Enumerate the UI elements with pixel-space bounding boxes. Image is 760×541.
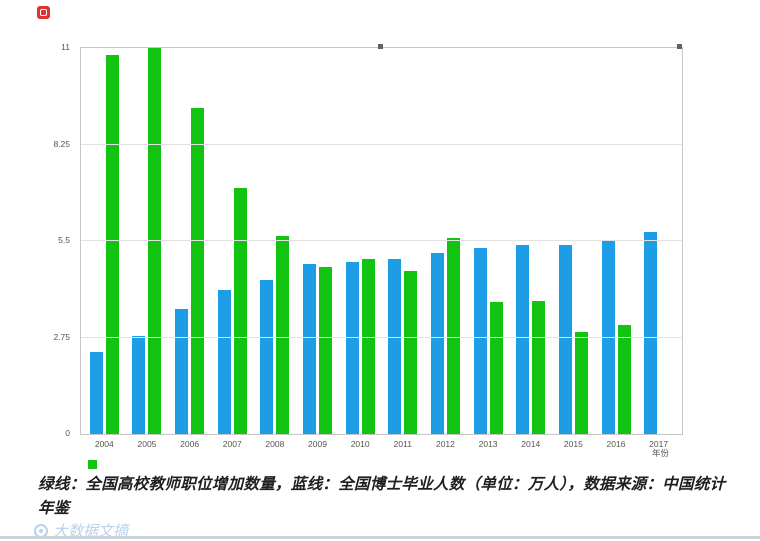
year-group: 2011 — [381, 48, 424, 449]
x-tick-label: 2010 — [350, 439, 370, 449]
x-tick-label: 2015 — [563, 439, 583, 449]
x-tick-label: 2007 — [222, 439, 242, 449]
x-tick-label: 2013 — [478, 439, 498, 449]
bar — [516, 244, 530, 434]
year-group: 2015 — [552, 48, 595, 449]
x-tick-label: 2016 — [606, 439, 626, 449]
bar — [89, 351, 103, 434]
bar — [148, 48, 162, 434]
gridline — [81, 143, 682, 145]
watermark-text: 大数据文摘 — [53, 523, 129, 540]
bar — [446, 237, 460, 434]
bar — [617, 325, 631, 434]
x-tick-label: 2017 — [649, 439, 669, 449]
year-group: 2005 — [126, 48, 169, 449]
red-logo-icon — [37, 6, 50, 19]
x-tick-label: 2005 — [137, 439, 157, 449]
page-bottom-divider — [0, 536, 760, 539]
year-group: 2006 — [168, 48, 211, 449]
x-tick-label: 2012 — [435, 439, 455, 449]
x-tick-label: 2009 — [308, 439, 327, 449]
year-group: 2016 — [595, 48, 638, 449]
bar — [132, 335, 146, 434]
bar — [644, 232, 658, 434]
bar — [345, 262, 359, 434]
y-tick-label: 0 — [65, 428, 70, 438]
y-tick-label: 2.75 — [53, 331, 70, 342]
y-tick-label: 5.5 — [58, 235, 70, 245]
year-group: 2017 — [637, 48, 680, 449]
bars: 2004 2005 2006 2007 2008 2009 2010 2011 2012 2013… — [81, 48, 682, 449]
bar — [404, 270, 418, 434]
year-group: 2009 — [296, 48, 339, 449]
bar-chart: 2004 2005 2006 2007 2008 2009 2010 2011 2012 2013… — [80, 47, 683, 449]
bar — [303, 263, 317, 434]
watermark: 大数据文摘 — [34, 520, 128, 541]
bar — [558, 244, 572, 434]
bar — [532, 300, 546, 434]
bar — [319, 267, 333, 434]
y-axis: 0 2.75 5.5 8.25 11 — [38, 42, 76, 438]
x-tick-label: 2008 — [265, 439, 285, 449]
x-tick-label: 2006 — [180, 439, 200, 449]
bar — [260, 279, 274, 434]
bar — [601, 241, 615, 434]
bar — [191, 107, 205, 434]
year-group: 2007 — [211, 48, 254, 449]
gridline — [81, 240, 682, 241]
x-tick-label: 2014 — [521, 439, 541, 449]
year-group: 2004 — [83, 48, 126, 449]
x-tick-label: 2004 — [94, 439, 114, 449]
x-tick-label: 2011 — [393, 439, 412, 449]
bar — [489, 302, 503, 434]
bar — [361, 258, 375, 434]
bar — [430, 253, 444, 434]
bar — [276, 235, 290, 434]
legend-swatch — [88, 460, 97, 469]
bar — [175, 309, 189, 434]
x-axis-title: 年份 — [652, 448, 670, 458]
year-group: 2014 — [509, 48, 552, 449]
bar — [105, 55, 119, 434]
handle-mark — [378, 44, 383, 49]
chart-caption: 绿线：全国高校教师职位增加数量，蓝线：全国博士毕业人数（单位：万人），数据来源：… — [38, 476, 726, 518]
y-tick-label: 11 — [61, 42, 70, 52]
year-group: 2008 — [254, 48, 297, 449]
year-group: 2013 — [467, 48, 510, 449]
gridline — [81, 336, 682, 338]
bar — [388, 258, 402, 434]
year-group: 2010 — [339, 48, 382, 449]
bar — [574, 332, 588, 434]
y-tick-label: 8.25 — [53, 138, 70, 149]
handle-mark — [677, 44, 682, 49]
year-group: 2012 — [424, 48, 467, 449]
bar — [233, 188, 247, 434]
bar — [473, 248, 487, 434]
bar — [217, 290, 231, 434]
